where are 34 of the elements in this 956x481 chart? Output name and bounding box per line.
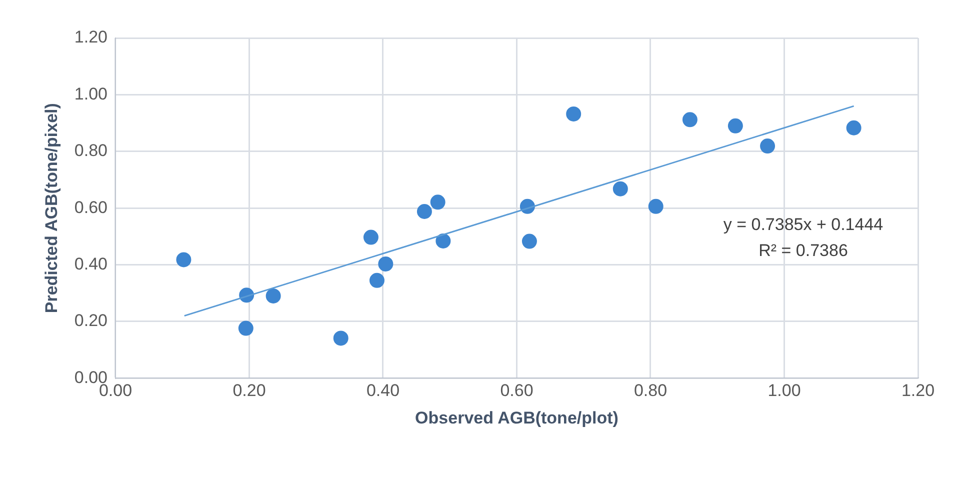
point bbox=[363, 230, 378, 245]
x-axis-title: Observed AGB(tone/plot) bbox=[415, 408, 618, 428]
y-tick-label: 0.40 bbox=[74, 254, 108, 274]
point bbox=[176, 252, 192, 268]
x-tick-label: 0.80 bbox=[634, 381, 668, 400]
x-tick-label: 0.60 bbox=[500, 381, 534, 400]
y-axis-title: Predicted AGB(tone/pixel) bbox=[42, 103, 61, 314]
x-tick-label: 1.20 bbox=[901, 381, 935, 400]
annotation: y = 0.7385x + 0.1444 bbox=[723, 215, 884, 234]
point bbox=[238, 320, 254, 336]
point bbox=[266, 288, 281, 304]
point bbox=[566, 106, 582, 122]
point bbox=[612, 181, 628, 196]
x-tick-label: 1.00 bbox=[768, 381, 801, 400]
point bbox=[648, 198, 664, 214]
y-tick-label: 1.20 bbox=[74, 28, 108, 47]
point bbox=[846, 120, 862, 136]
x-tick-label: 0.20 bbox=[232, 381, 266, 400]
point bbox=[333, 330, 348, 346]
point bbox=[430, 194, 446, 210]
y-tick-label: 0.20 bbox=[74, 311, 108, 330]
point bbox=[760, 138, 776, 154]
point bbox=[436, 233, 451, 248]
y-tick-label: 0.80 bbox=[74, 141, 108, 160]
y-tick-label: 0.60 bbox=[74, 198, 108, 217]
x-tick-label: 0.40 bbox=[366, 381, 400, 400]
point bbox=[522, 234, 537, 249]
y-tick-label: 1.00 bbox=[74, 84, 108, 104]
point bbox=[728, 118, 743, 134]
annotation: R² = 0.7386 bbox=[758, 241, 848, 260]
point bbox=[369, 272, 384, 288]
point bbox=[682, 112, 698, 128]
point bbox=[416, 204, 432, 219]
point bbox=[378, 256, 394, 272]
